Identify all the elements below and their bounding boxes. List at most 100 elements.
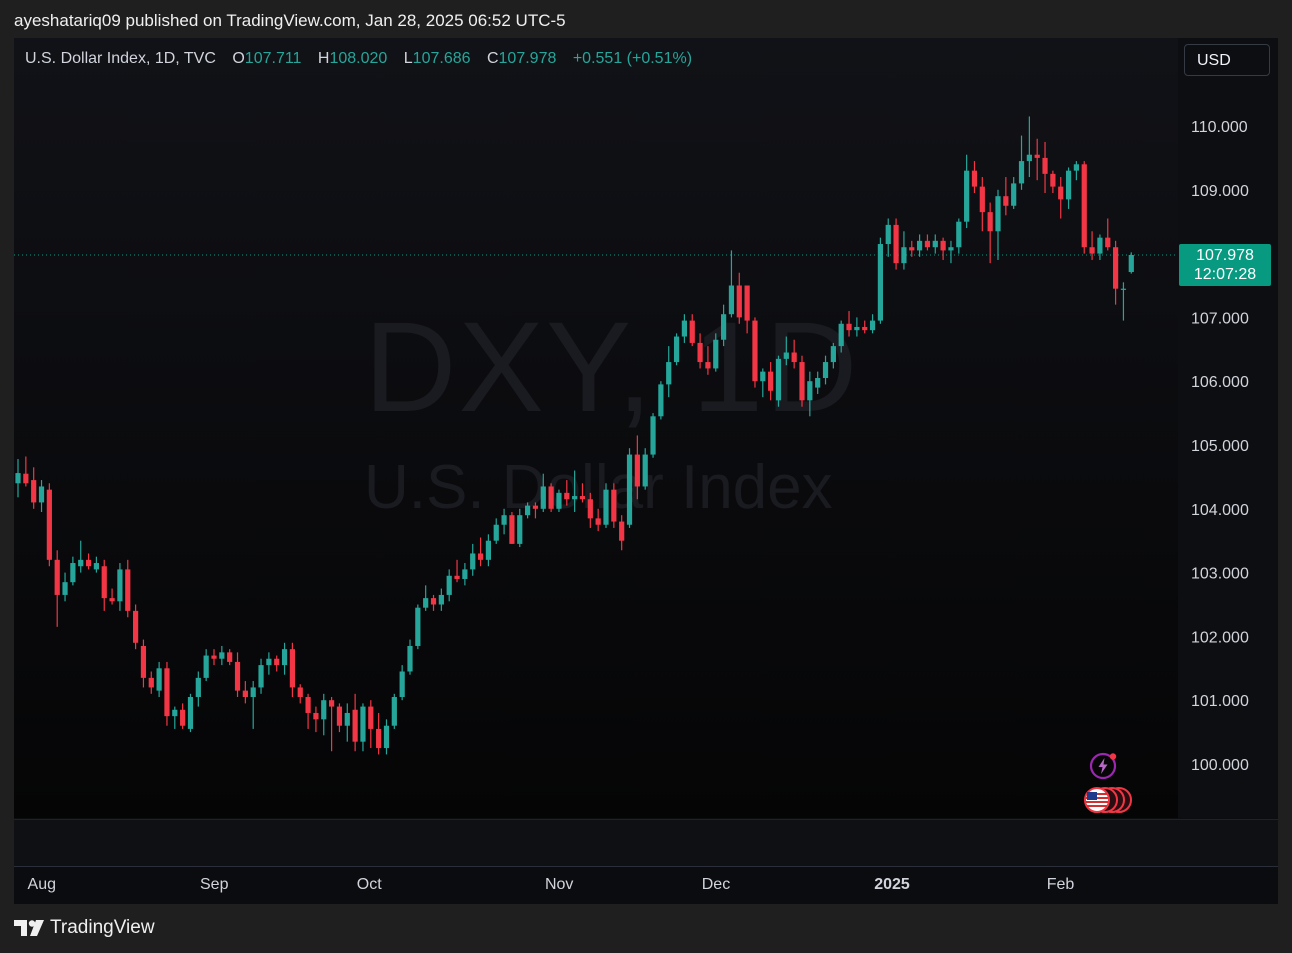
plot-area[interactable] [14, 38, 1178, 818]
candle[interactable] [948, 240, 954, 264]
candle[interactable] [760, 368, 766, 398]
lightning-icon[interactable] [1089, 752, 1117, 780]
candle[interactable] [869, 314, 876, 334]
candle[interactable] [376, 712, 382, 755]
candle[interactable] [305, 693, 311, 729]
candle[interactable] [1026, 116, 1032, 178]
candle[interactable] [971, 161, 978, 193]
candle[interactable] [807, 371, 813, 417]
candle[interactable] [799, 355, 805, 407]
candle[interactable] [1065, 167, 1072, 209]
candle[interactable] [564, 480, 570, 506]
candle[interactable] [1034, 138, 1040, 181]
candle[interactable] [736, 272, 742, 324]
candle[interactable] [329, 697, 335, 752]
candle[interactable] [93, 556, 99, 573]
candle[interactable] [172, 706, 178, 729]
candle[interactable] [642, 448, 648, 490]
candle[interactable] [344, 703, 350, 742]
candle[interactable] [415, 604, 421, 650]
candle[interactable] [728, 250, 735, 318]
candle[interactable] [46, 483, 52, 567]
candle[interactable] [313, 706, 319, 733]
candle[interactable] [619, 515, 625, 551]
candle[interactable] [219, 645, 225, 666]
candle[interactable] [713, 333, 719, 372]
candle[interactable] [987, 202, 993, 264]
time-axis[interactable] [14, 866, 1278, 904]
candle[interactable] [180, 703, 186, 729]
candle[interactable] [54, 550, 60, 627]
candle[interactable] [525, 502, 531, 519]
candle[interactable] [862, 320, 868, 334]
chart-frame[interactable]: DXY, 1D U.S. Dollar Index 110.000 109.000… [14, 38, 1278, 904]
candle[interactable] [1042, 141, 1048, 193]
candle[interactable] [23, 456, 29, 487]
candle[interactable] [611, 483, 617, 528]
candle[interactable] [234, 652, 241, 698]
candle[interactable] [901, 231, 907, 270]
candle[interactable] [203, 649, 209, 682]
candle[interactable] [360, 703, 366, 752]
currency-button[interactable]: USD [1184, 44, 1270, 76]
candle[interactable] [838, 320, 844, 353]
candle[interactable] [924, 234, 931, 251]
candle[interactable] [744, 285, 750, 334]
candle[interactable] [62, 572, 68, 602]
candle[interactable] [893, 218, 899, 270]
candle[interactable] [470, 543, 476, 576]
candle[interactable] [1011, 177, 1017, 209]
candle[interactable] [517, 508, 523, 548]
candle[interactable] [156, 661, 162, 698]
candle[interactable] [274, 655, 280, 672]
candle[interactable] [368, 700, 374, 749]
candle[interactable] [532, 502, 539, 519]
candle[interactable] [579, 483, 586, 503]
candle[interactable] [681, 314, 687, 343]
candle[interactable] [438, 588, 444, 611]
candle[interactable] [775, 355, 782, 407]
candle[interactable] [572, 470, 578, 512]
candle[interactable] [1113, 240, 1119, 305]
candle[interactable] [1003, 177, 1009, 216]
candle[interactable] [917, 234, 923, 257]
candle[interactable] [289, 642, 295, 698]
candle[interactable] [485, 534, 491, 567]
candle[interactable] [650, 413, 656, 458]
candle[interactable] [493, 518, 499, 544]
candle[interactable] [109, 588, 115, 605]
candle[interactable] [15, 459, 21, 498]
candle[interactable] [407, 639, 413, 675]
candle[interactable] [673, 333, 680, 366]
candle[interactable] [399, 665, 405, 701]
candle[interactable] [187, 693, 194, 733]
candle[interactable] [164, 661, 170, 726]
candle[interactable] [446, 569, 452, 602]
candle[interactable] [658, 381, 664, 420]
candle[interactable] [430, 594, 437, 611]
candle[interactable] [336, 703, 343, 733]
candle[interactable] [321, 693, 327, 736]
candle[interactable] [1128, 252, 1134, 274]
candlestick-chart[interactable]: 110.000109.000108.000107.000106.000105.0… [14, 38, 1278, 904]
candle[interactable] [548, 483, 554, 512]
us-flag-events-icon[interactable] [1075, 785, 1135, 815]
candle[interactable] [70, 556, 76, 586]
candle[interactable] [932, 234, 938, 254]
candle[interactable] [140, 639, 147, 688]
candle[interactable] [125, 559, 131, 618]
candle[interactable] [1120, 282, 1127, 321]
candle[interactable] [148, 671, 154, 694]
candle[interactable] [1089, 231, 1095, 260]
candle[interactable] [791, 339, 797, 369]
candle[interactable] [877, 237, 883, 324]
candle[interactable] [964, 154, 970, 229]
candle[interactable] [979, 177, 985, 232]
tradingview-brand[interactable]: TradingView [14, 917, 155, 939]
candle[interactable] [133, 604, 139, 650]
candle[interactable] [995, 189, 1001, 260]
candle[interactable] [462, 563, 468, 586]
candle[interactable] [1097, 234, 1103, 260]
candle[interactable] [603, 483, 609, 528]
candle[interactable] [909, 240, 915, 257]
